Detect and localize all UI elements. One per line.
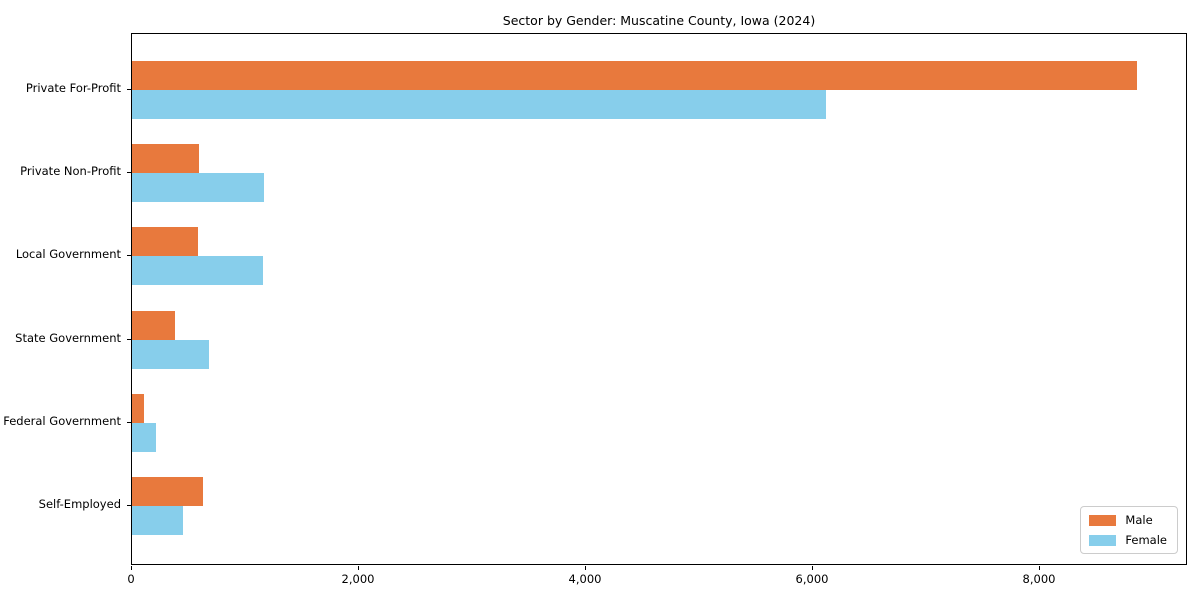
category-label: Local Government bbox=[15, 247, 121, 261]
bar-female-local-government bbox=[132, 256, 263, 286]
x-tick-label: 0 bbox=[127, 572, 135, 586]
bar-male-private-non-profit bbox=[132, 143, 199, 173]
category-label: Self-Employed bbox=[38, 497, 121, 511]
x-tick-label: 4,000 bbox=[568, 572, 602, 586]
bar-female-private-non-profit bbox=[132, 173, 265, 203]
legend-label: Female bbox=[1125, 533, 1167, 547]
y-tick bbox=[127, 505, 131, 506]
x-tick bbox=[812, 566, 813, 570]
legend-swatch-male bbox=[1089, 514, 1117, 526]
x-tick-label: 2,000 bbox=[341, 572, 375, 586]
x-tick-label: 6,000 bbox=[795, 572, 829, 586]
legend-item-female: Female bbox=[1089, 533, 1167, 547]
x-tick bbox=[1039, 566, 1040, 570]
x-tick-label: 8,000 bbox=[1022, 572, 1056, 586]
category-label: State Government bbox=[15, 331, 121, 345]
legend-label: Male bbox=[1125, 513, 1153, 527]
bar-female-state-government bbox=[132, 339, 210, 369]
bar-female-federal-government bbox=[132, 423, 156, 453]
bar-male-local-government bbox=[132, 227, 198, 257]
legend: Male Female bbox=[1080, 506, 1178, 554]
category-label: Private For-Profit bbox=[25, 81, 121, 95]
y-tick bbox=[127, 172, 131, 173]
category-label: Private Non-Profit bbox=[20, 164, 121, 178]
y-tick bbox=[127, 255, 131, 256]
x-tick bbox=[358, 566, 359, 570]
bar-male-federal-government bbox=[132, 393, 144, 423]
bar-male-self-employed bbox=[132, 477, 203, 507]
x-tick bbox=[585, 566, 586, 570]
legend-swatch-female bbox=[1089, 534, 1117, 546]
category-label: Federal Government bbox=[3, 414, 121, 428]
bar-male-state-government bbox=[132, 310, 176, 340]
bar-female-private-for-profit bbox=[132, 89, 826, 119]
chart-title: Sector by Gender: Muscatine County, Iowa… bbox=[502, 13, 816, 28]
bar-male-private-for-profit bbox=[132, 60, 1138, 90]
y-tick bbox=[127, 422, 131, 423]
legend-item-male: Male bbox=[1089, 513, 1167, 527]
x-tick bbox=[131, 566, 132, 570]
bar-female-self-employed bbox=[132, 506, 184, 536]
y-tick bbox=[127, 89, 131, 90]
plot-area: Male Female bbox=[131, 33, 1187, 565]
y-tick bbox=[127, 339, 131, 340]
